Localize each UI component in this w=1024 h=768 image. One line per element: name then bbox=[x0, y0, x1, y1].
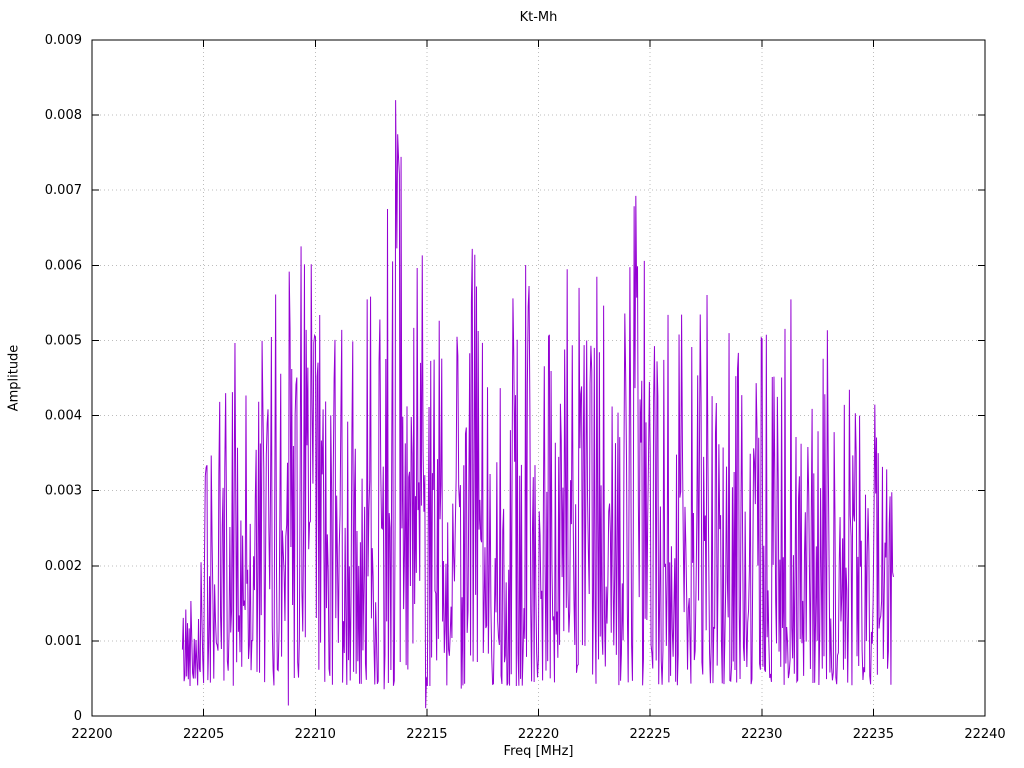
svg-text:22225: 22225 bbox=[629, 727, 670, 742]
svg-text:0.005: 0.005 bbox=[45, 333, 82, 348]
svg-text:22210: 22210 bbox=[295, 727, 336, 742]
svg-text:0.009: 0.009 bbox=[45, 33, 82, 48]
svg-text:22215: 22215 bbox=[406, 727, 447, 742]
tick-labels: 22200 22205 22210 22215 22220 22225 22230 22235… bbox=[45, 33, 1006, 742]
svg-text:22235: 22235 bbox=[853, 727, 894, 742]
svg-text:0.003: 0.003 bbox=[45, 484, 82, 499]
axes-frame bbox=[91, 39, 986, 717]
svg-text:22205: 22205 bbox=[183, 727, 224, 742]
svg-text:22220: 22220 bbox=[518, 727, 559, 742]
svg-text:0.008: 0.008 bbox=[45, 108, 82, 123]
svg-text:22240: 22240 bbox=[964, 727, 1005, 742]
svg-text:0.002: 0.002 bbox=[45, 559, 82, 574]
svg-text:22230: 22230 bbox=[741, 727, 782, 742]
svg-text:0.007: 0.007 bbox=[45, 183, 82, 198]
x-axis-label: Freq [MHz] bbox=[503, 744, 574, 759]
spectrum-series bbox=[181, 100, 894, 709]
chart-title: Kt-Mh bbox=[519, 10, 558, 25]
svg-text:0.006: 0.006 bbox=[45, 258, 82, 273]
svg-text:22200: 22200 bbox=[71, 727, 112, 742]
svg-text:0: 0 bbox=[74, 709, 82, 724]
y-axis-label: Amplitude bbox=[6, 344, 22, 412]
svg-text:0.001: 0.001 bbox=[45, 634, 82, 649]
svg-text:0.004: 0.004 bbox=[45, 409, 82, 424]
